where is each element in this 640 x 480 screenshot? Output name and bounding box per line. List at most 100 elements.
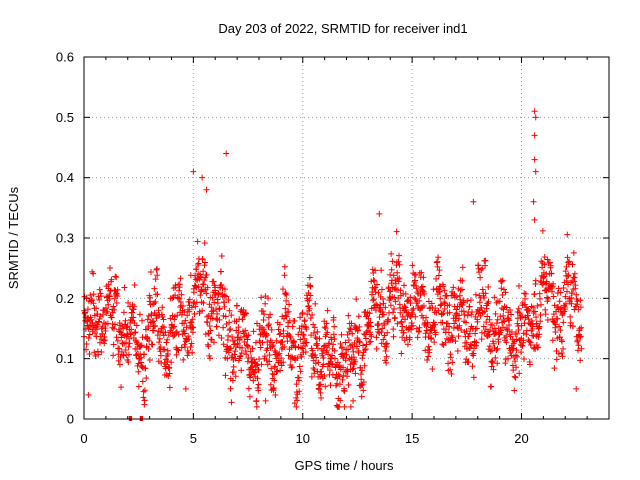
data-point [418, 284, 425, 291]
data-point [232, 373, 239, 380]
data-point [520, 355, 527, 362]
data-point [189, 316, 196, 323]
data-point [85, 335, 92, 342]
data-point [510, 367, 517, 374]
data-point [358, 376, 365, 383]
plot-frame [83, 56, 610, 420]
data-point [331, 347, 338, 354]
data-point [168, 359, 175, 366]
data-point [411, 294, 418, 301]
data-point [531, 108, 538, 115]
data-point [513, 364, 520, 371]
data-point [135, 368, 142, 375]
data-point [295, 377, 302, 384]
data-point [274, 368, 281, 375]
data-point [271, 364, 278, 371]
data-point [381, 332, 388, 339]
data-point [402, 290, 409, 297]
data-point [413, 285, 420, 292]
data-point [577, 357, 584, 364]
data-point [463, 328, 470, 335]
data-point [441, 287, 448, 294]
data-point [473, 325, 480, 332]
data-point [231, 351, 238, 358]
data-point [175, 347, 182, 354]
data-point [138, 354, 145, 361]
x-tick-label: 15 [405, 431, 419, 446]
data-point [372, 267, 379, 274]
data-point [128, 326, 135, 333]
data-point [293, 394, 300, 401]
data-point [423, 314, 430, 321]
data-point [491, 294, 498, 301]
x-tick-label: 5 [190, 431, 197, 446]
data-point [573, 385, 580, 392]
data-point [410, 305, 417, 312]
data-point [318, 371, 325, 378]
data-point [101, 340, 108, 347]
data-point [485, 298, 492, 305]
data-point [292, 344, 299, 351]
data-point [460, 308, 467, 315]
data-point [420, 274, 427, 281]
data-point [578, 324, 585, 331]
data-point [156, 339, 163, 346]
data-point [153, 315, 160, 322]
data-point [245, 385, 252, 392]
data-point [281, 343, 288, 350]
data-point [328, 355, 335, 362]
data-point [97, 339, 104, 346]
data-point [166, 364, 173, 371]
data-point [391, 305, 398, 312]
data-point [511, 373, 518, 380]
data-point [484, 313, 491, 320]
data-point [441, 306, 448, 313]
data-point [218, 253, 225, 260]
data-point [487, 327, 494, 334]
data-point [488, 383, 495, 390]
data-point [146, 337, 153, 344]
data-point [199, 307, 206, 314]
y-tick-label: 0 [67, 412, 74, 427]
data-point [320, 347, 327, 354]
data-point [289, 364, 296, 371]
data-point [567, 279, 574, 286]
data-point [393, 228, 400, 235]
data-point [341, 388, 348, 395]
data-point [188, 340, 195, 347]
data-point [526, 361, 533, 368]
data-point [147, 268, 154, 275]
data-point [188, 304, 195, 311]
data-point [362, 346, 369, 353]
data-point [307, 282, 314, 289]
data-point [503, 332, 510, 339]
data-point [108, 314, 115, 321]
data-point [121, 284, 128, 291]
y-tick-label: 0.2 [56, 291, 74, 306]
data-point [428, 300, 435, 307]
y-tick-label: 0.1 [56, 351, 74, 366]
data-point [394, 269, 401, 276]
data-point [107, 288, 114, 295]
data-point [96, 286, 103, 293]
data-point [142, 365, 149, 372]
data-point [170, 333, 177, 340]
data-point [387, 302, 394, 309]
data-point [367, 323, 374, 330]
data-point [339, 376, 346, 383]
data-point [356, 338, 363, 345]
data-point [262, 397, 269, 404]
data-point [390, 326, 397, 333]
data-point [106, 264, 113, 271]
data-point [464, 312, 471, 319]
data-point [146, 357, 153, 364]
data-point [463, 339, 470, 346]
data-point [117, 354, 124, 361]
data-point [307, 283, 314, 290]
data-point [530, 310, 537, 317]
data-point [326, 340, 333, 347]
data-point [499, 324, 506, 331]
data-point [176, 287, 183, 294]
data-point [344, 373, 351, 380]
data-point [293, 381, 300, 388]
